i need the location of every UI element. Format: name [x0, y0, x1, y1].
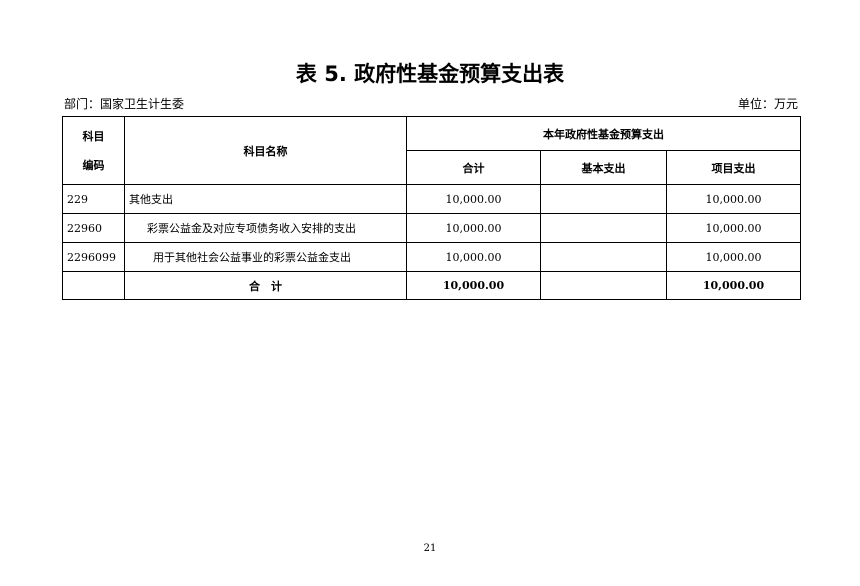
- cell-total: 10,000.00: [406, 242, 541, 272]
- cell-name: 其他支出: [124, 184, 407, 214]
- header-name: 科目名称: [124, 116, 407, 185]
- cell-project: 10,000.00: [666, 184, 801, 214]
- cell-basic: [540, 271, 667, 300]
- cell-project: 10,000.00: [666, 271, 801, 300]
- budget-table: 科目 编码 科目名称 本年政府性基金预算支出 合计 基本支出 项目支出 229 其…: [62, 116, 801, 300]
- cell-project: 10,000.00: [666, 213, 801, 243]
- cell-basic: [540, 242, 667, 272]
- cell-code: 229: [62, 184, 125, 214]
- cell-total: 10,000.00: [406, 271, 541, 300]
- page-title: 表 5. 政府性基金预算支出表: [295, 62, 565, 86]
- header-basic: 基本支出: [540, 150, 667, 185]
- total-row: 合 计 10,000.00 10,000.00: [62, 271, 801, 300]
- table-row: 22960 彩票公益金及对应专项债务收入安排的支出 10,000.00 10,0…: [62, 213, 801, 243]
- cell-total: 10,000.00: [406, 184, 541, 214]
- header-total: 合计: [406, 150, 541, 185]
- page-number: 21: [423, 543, 437, 554]
- cell-code: 2296099: [62, 242, 125, 272]
- cell-code: [62, 271, 125, 300]
- cell-code: 22960: [62, 213, 125, 243]
- unit-label: 单位：万元: [737, 97, 798, 111]
- header-code: 科目 编码: [62, 116, 125, 185]
- cell-name: 用于其他社会公益事业的彩票公益金支出: [124, 242, 407, 272]
- cell-basic: [540, 184, 667, 214]
- table-row: 2296099 用于其他社会公益事业的彩票公益金支出 10,000.00 10,…: [62, 242, 801, 272]
- header-project: 项目支出: [666, 150, 801, 185]
- cell-total: 10,000.00: [406, 213, 541, 243]
- header-group: 本年政府性基金预算支出: [406, 116, 801, 151]
- department-label: 部门：国家卫生计生委: [64, 97, 185, 111]
- cell-name: 彩票公益金及对应专项债务收入安排的支出: [124, 213, 407, 243]
- cell-basic: [540, 213, 667, 243]
- cell-project: 10,000.00: [666, 242, 801, 272]
- total-label: 合 计: [124, 271, 407, 300]
- table-row: 229 其他支出 10,000.00 10,000.00: [62, 184, 801, 214]
